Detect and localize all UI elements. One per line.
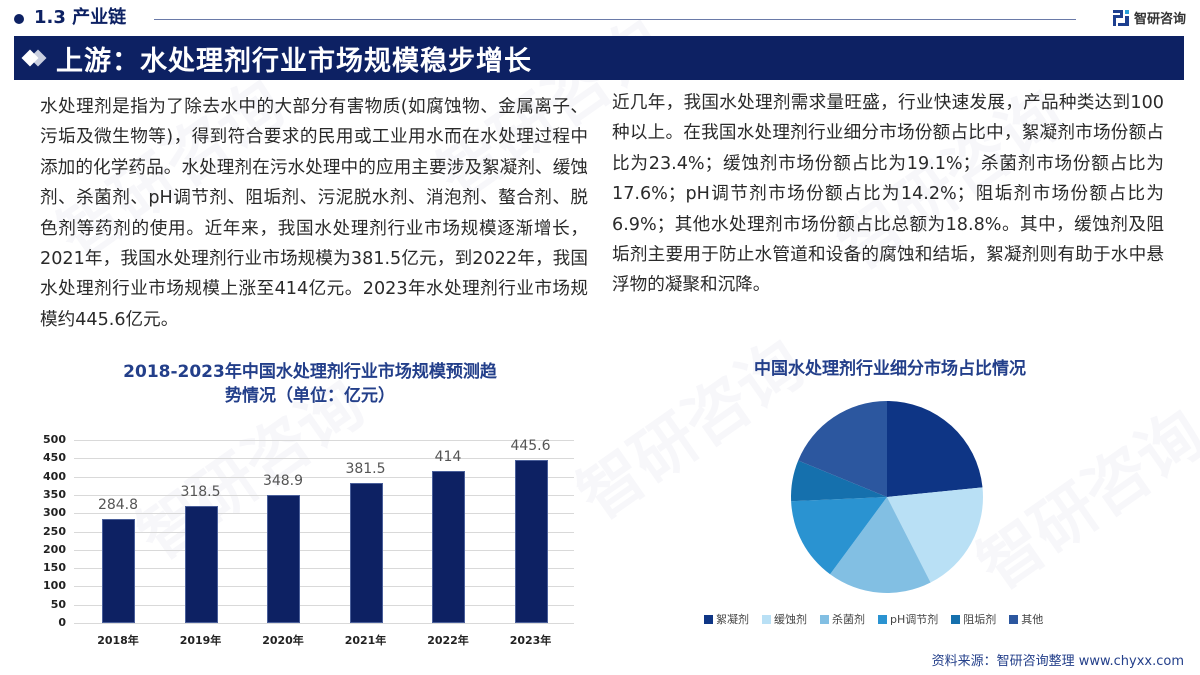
x-axis-tick: 2021年 — [344, 634, 387, 647]
section-label: 1.3 产业链 — [34, 7, 127, 28]
x-axis-tick: 2019年 — [179, 634, 222, 647]
bar-value-label: 445.6 — [510, 437, 551, 454]
bar-value-label: 348.9 — [262, 473, 304, 490]
x-axis-tick: 2020年 — [262, 634, 304, 647]
brand-logo: 智研咨询 — [1112, 8, 1186, 27]
gridline — [74, 586, 574, 588]
brand-name: 智研咨询 — [1133, 12, 1186, 27]
y-axis-tick: 0 — [58, 616, 66, 629]
legend-swatch-icon — [878, 614, 887, 624]
bar-value-label: 381.5 — [345, 461, 386, 478]
y-axis-tick: 150 — [43, 561, 66, 575]
bar — [184, 506, 218, 623]
bar-value-label: 414 — [434, 449, 462, 466]
diamond-icon — [21, 48, 52, 68]
legend-swatch-icon — [704, 614, 713, 624]
y-axis-tick: 100 — [43, 579, 66, 593]
gridline — [74, 604, 574, 606]
bullet-dot-icon — [14, 14, 24, 24]
source-note: 资料来源：智研咨询整理 www.chyxx.com — [931, 654, 1184, 669]
y-axis-tick: 500 — [43, 433, 66, 446]
gridline — [74, 568, 574, 570]
gridline — [74, 549, 574, 551]
legend-item: 其他 — [1009, 611, 1043, 627]
legend-label: pH调节剂 — [890, 613, 939, 626]
header-divider — [154, 19, 1076, 20]
bar — [432, 471, 465, 623]
title-banner: 上游：水处理剂行业市场规模稳步增长 — [14, 36, 1184, 80]
gridline — [74, 513, 574, 515]
bar-value-label: 284.8 — [97, 496, 139, 513]
logo-icon — [1112, 9, 1129, 26]
y-axis-tick: 400 — [43, 469, 66, 483]
bar — [349, 483, 383, 623]
gridline — [74, 623, 574, 624]
legend-label: 缓蚀剂 — [774, 613, 807, 626]
y-axis-tick: 450 — [43, 451, 66, 465]
section-header: 1.3 产业链 智研咨询 — [14, 6, 1186, 30]
page-title: 上游：水处理剂行业市场规模稳步增长 — [56, 45, 532, 77]
x-axis-tick: 2018年 — [97, 634, 139, 647]
y-axis-tick: 200 — [43, 542, 66, 556]
pie-chart-title: 中国水处理剂行业细分市场占比情况 — [754, 359, 1026, 379]
legend-swatch-icon — [762, 614, 771, 624]
y-axis-tick: 350 — [43, 487, 66, 501]
pie-slice — [791, 497, 887, 575]
legend-item: pH调节剂 — [878, 611, 938, 627]
bar-value-label: 318.5 — [180, 484, 221, 501]
pie-chart — [791, 401, 983, 593]
gridline — [74, 531, 574, 533]
legend-item: 絮凝剂 — [704, 611, 749, 627]
gridline — [74, 458, 574, 460]
legend-label: 其他 — [1021, 613, 1044, 626]
bar — [514, 459, 548, 623]
legend-swatch-icon — [1009, 614, 1019, 624]
legend-swatch-icon — [820, 614, 829, 624]
legend-label: 絮凝剂 — [716, 613, 749, 626]
legend-item: 阻垢剂 — [951, 611, 996, 627]
pie-slice — [798, 401, 887, 497]
pie-slice — [887, 401, 983, 497]
y-axis-tick: 50 — [50, 597, 66, 611]
x-axis-tick: 2022年 — [427, 634, 469, 647]
legend-label: 阻垢剂 — [963, 613, 997, 626]
pie-slice — [830, 497, 931, 593]
y-axis-tick: 250 — [43, 524, 66, 538]
legend-item: 缓蚀剂 — [762, 611, 807, 627]
intro-paragraph: 水处理剂是指为了除去水中的大部分有害物质(如腐蚀物、金属离子、污垢及微生物等)，… — [40, 97, 588, 330]
pie-legend: 絮凝剂 缓蚀剂 杀菌剂 pH调节剂 阻垢剂 其他 — [704, 611, 1043, 627]
y-axis-tick: 300 — [43, 506, 66, 520]
pie-slice — [791, 460, 887, 502]
gridline — [74, 476, 574, 478]
market-share-paragraph: 近几年，我国水处理剂需求量旺盛，行业快速发展，产品种类达到100种以上。在我国水… — [612, 93, 1164, 296]
legend-label: 杀菌剂 — [832, 613, 865, 626]
bar-chart-title-line2: 势情况（单位：亿元） — [225, 386, 395, 406]
legend-item: 杀菌剂 — [820, 611, 865, 627]
pie-slice — [887, 487, 983, 583]
bar-chart-title-line1: 2018-2023年中国水处理剂行业市场规模预测趋 — [123, 362, 497, 382]
bar-chart-title: 2018-2023年中国水处理剂行业市场规模预测趋 势情况（单位：亿元） — [40, 360, 580, 408]
bar — [102, 518, 135, 623]
bar — [267, 495, 300, 623]
gridline — [74, 440, 574, 441]
x-axis-tick: 2023年 — [509, 634, 552, 647]
gridline — [74, 494, 574, 496]
legend-swatch-icon — [951, 614, 961, 624]
bar-chart: 500 450 400 350 300 250 200 150 100 50 0 284.8 2018年… — [30, 430, 590, 655]
